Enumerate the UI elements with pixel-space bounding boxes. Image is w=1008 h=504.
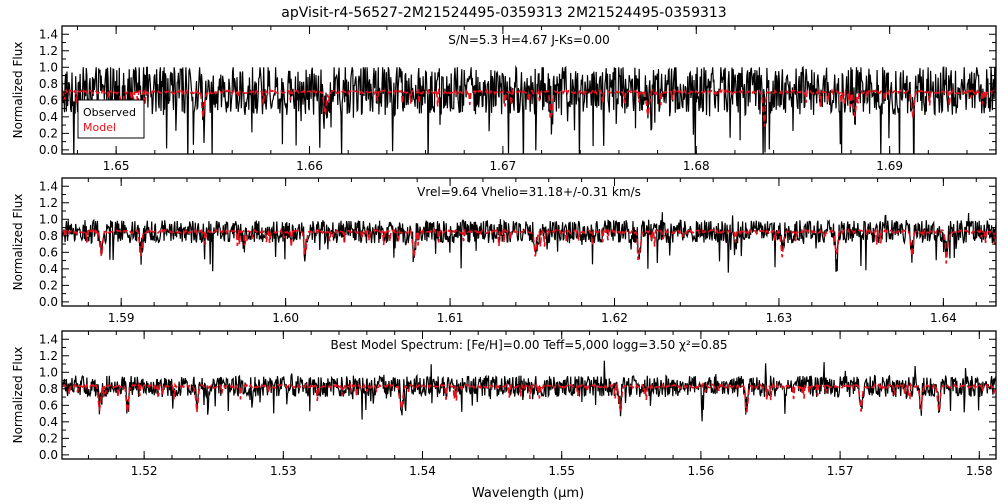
x-tick-label: 1.56 — [688, 464, 715, 478]
y-axis-label: Normalized Flux — [11, 194, 25, 291]
legend-box — [77, 99, 145, 139]
y-tick-label: 0.2 — [39, 431, 58, 445]
page-title: apVisit-r4-56527-2M21524495-0359313 2M21… — [281, 5, 726, 21]
y-tick-label: 1.0 — [39, 60, 58, 74]
y-tick-label: 0.2 — [39, 126, 58, 140]
x-axis-label: Wavelength (μm) — [472, 486, 584, 501]
x-tick-label: 1.54 — [409, 464, 436, 478]
y-tick-label: 1.4 — [39, 179, 58, 193]
x-tick-label: 1.59 — [108, 311, 135, 325]
x-tick-label: 1.60 — [272, 311, 299, 325]
y-tick-label: 1.4 — [39, 332, 58, 346]
plot-frame — [61, 330, 997, 460]
y-tick-label: 1.4 — [39, 27, 58, 41]
y-tick-label: 0.4 — [39, 262, 58, 276]
x-tick-label: 1.55 — [548, 464, 575, 478]
x-tick-label: 1.63 — [766, 311, 793, 325]
y-tick-label: 0.6 — [39, 245, 58, 259]
panel-annotation: Vrel=9.64 Vhelio=31.18+/-0.31 km/s — [417, 185, 641, 199]
panel-annotation: Best Model Spectrum: [Fe/H]=0.00 Teff=5,… — [330, 338, 727, 352]
y-tick-label: 0.6 — [39, 398, 58, 412]
x-tick-label: 1.61 — [437, 311, 464, 325]
x-tick-label: 1.64 — [930, 311, 957, 325]
x-tick-label: 1.68 — [683, 159, 710, 173]
legend-entry-observed: Observed — [83, 106, 136, 119]
y-axis-label: Normalized Flux — [11, 42, 25, 139]
spectrum-panel-2: 0.0 0.2 0.4 0.6 0.8 1.0 1.2 1.4 1.59 1.60 1.61 1.62… — [11, 177, 997, 325]
y-tick-label: 1.2 — [39, 44, 58, 58]
x-tick-label: 1.52 — [131, 464, 158, 478]
legend: Observed Model — [77, 99, 145, 139]
x-tick-label: 1.53 — [270, 464, 297, 478]
y-tick-label: 0.0 — [39, 448, 58, 462]
x-tick-label: 1.58 — [966, 464, 993, 478]
y-tick-label: 0.8 — [39, 77, 58, 91]
spectrum-panel-1: 0.0 0.2 0.4 0.6 0.8 1.0 1.2 1.4 1.65 1.66 1.67 1.68… — [11, 25, 997, 173]
y-tick-label: 0.0 — [39, 143, 58, 157]
x-tick-label: 1.66 — [296, 159, 323, 173]
spectrum-panel-3: 0.0 0.2 0.4 0.6 0.8 1.0 1.2 1.4 1.52 1.53 1.54 1.55… — [11, 330, 997, 478]
y-tick-label: 0.2 — [39, 278, 58, 292]
y-tick-label: 0.0 — [39, 295, 58, 309]
y-axis-label: Normalized Flux — [11, 347, 25, 444]
x-tick-label: 1.67 — [490, 159, 517, 173]
observed-spectrum-line — [62, 212, 996, 273]
x-tick-label: 1.57 — [827, 464, 854, 478]
x-tick-label: 1.65 — [103, 159, 130, 173]
x-tick-label: 1.69 — [876, 159, 903, 173]
plot-frame — [61, 177, 997, 307]
y-tick-label: 0.8 — [39, 382, 58, 396]
model-spectrum-line — [62, 227, 996, 264]
model-spectrum-line — [62, 87, 996, 127]
y-tick-label: 0.4 — [39, 415, 58, 429]
y-tick-label: 1.2 — [39, 349, 58, 363]
y-tick-label: 1.0 — [39, 365, 58, 379]
panels: 0.0 0.2 0.4 0.6 0.8 1.0 1.2 1.4 1.65 1.66 1.67 1.68… — [11, 25, 997, 478]
plot-frame — [61, 25, 997, 155]
x-tick-label: 1.62 — [601, 311, 628, 325]
panel-annotation: S/N=5.3 H=4.67 J-Ks=0.00 — [448, 33, 610, 47]
y-tick-label: 1.2 — [39, 196, 58, 210]
y-tick-label: 0.8 — [39, 229, 58, 243]
observed-spectrum-line — [62, 65, 996, 154]
y-tick-label: 0.6 — [39, 93, 58, 107]
y-tick-label: 0.4 — [39, 110, 58, 124]
y-tick-label: 1.0 — [39, 212, 58, 226]
legend-entry-model: Model — [83, 121, 116, 134]
